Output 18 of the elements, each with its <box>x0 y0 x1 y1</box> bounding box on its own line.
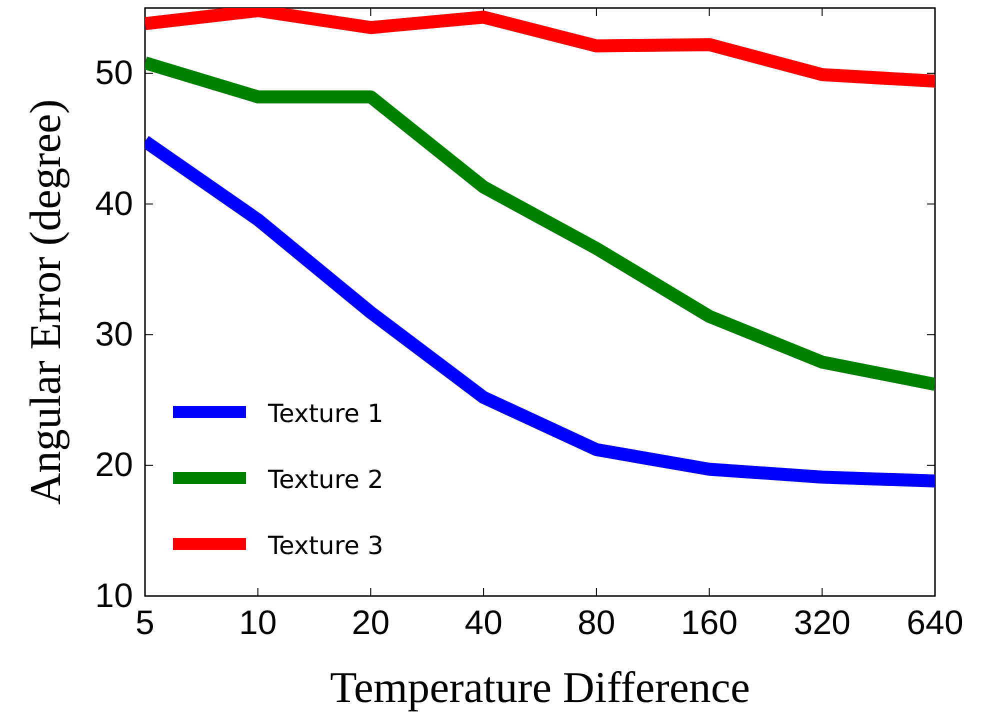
y-tick-label: 40 <box>95 184 133 223</box>
x-tick-label: 40 <box>464 604 502 642</box>
y-tick-label: 30 <box>95 316 133 354</box>
y-tick-label: 50 <box>95 54 133 92</box>
legend-label: Texture 1 <box>267 399 384 428</box>
x-axis-title: Temperature Difference <box>330 663 750 712</box>
x-tick-label: 20 <box>352 604 390 642</box>
x-tick-label: 5 <box>136 604 154 642</box>
x-tick-label: 640 <box>906 604 964 642</box>
x-tick-label: 10 <box>238 604 277 642</box>
x-tick-label: 160 <box>680 604 738 642</box>
y-tick-label: 10 <box>95 576 133 615</box>
x-tick-label: 320 <box>794 604 851 642</box>
legend-label: Texture 3 <box>267 531 384 560</box>
y-axis-title: Angular Error (degree) <box>21 99 70 505</box>
y-tick-label: 20 <box>95 446 133 484</box>
legend-label: Texture 2 <box>267 465 384 494</box>
x-tick-label: 80 <box>578 604 616 642</box>
